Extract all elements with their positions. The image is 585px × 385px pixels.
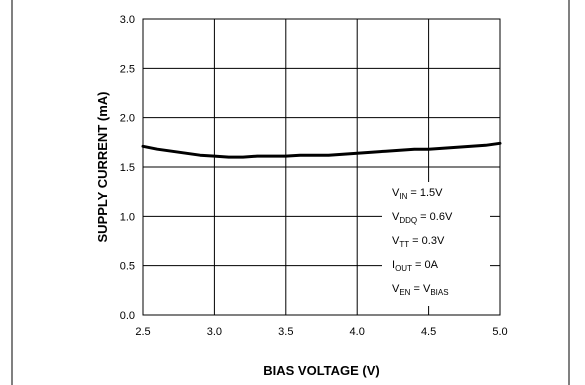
plot-area <box>142 18 501 316</box>
y-tick-label: 0.5 <box>120 261 135 273</box>
x-tick-labels: 2.5 3.0 3.5 4.0 4.5 5.0 <box>135 326 507 338</box>
annotation-line: VDDQ = 0.6V <box>392 211 453 225</box>
annotation-line: VIN = 1.5V <box>392 187 443 201</box>
annotation-line: IOUT = 0A <box>392 259 439 273</box>
x-tick-label: 2.5 <box>135 326 150 338</box>
y-tick-label: 2.5 <box>120 63 135 75</box>
y-tick-label: 2.0 <box>120 113 135 125</box>
x-tick-label: 3.0 <box>207 326 222 338</box>
x-axis-title: BIAS VOLTAGE (V) <box>263 363 380 378</box>
annotation-line: VTT = 0.3V <box>392 235 445 249</box>
annotation-background <box>382 182 490 306</box>
x-tick-label: 4.0 <box>350 326 365 338</box>
y-tick-label: 1.5 <box>120 162 135 174</box>
y-axis-title: SUPPLY CURRENT (mA) <box>95 92 110 243</box>
annotation-line: VEN = VBIAS <box>392 283 449 297</box>
series-line-supply-current <box>141 141 502 159</box>
grid <box>142 18 501 316</box>
x-tick-label: 5.0 <box>492 326 507 338</box>
y-tick-label: 3.0 <box>120 14 135 26</box>
y-tick-label: 0.0 <box>120 310 135 322</box>
y-tick-label: 1.0 <box>120 211 135 223</box>
x-tick-label: 3.5 <box>278 326 293 338</box>
conditions-annotation: VIN = 1.5V VDDQ = 0.6V VTT = 0.3V IOUT = 0A… <box>382 182 490 306</box>
x-tick-label: 4.5 <box>421 326 436 338</box>
y-tick-labels: 0.0 0.5 1.0 1.5 2.0 2.5 3.0 <box>120 14 135 322</box>
